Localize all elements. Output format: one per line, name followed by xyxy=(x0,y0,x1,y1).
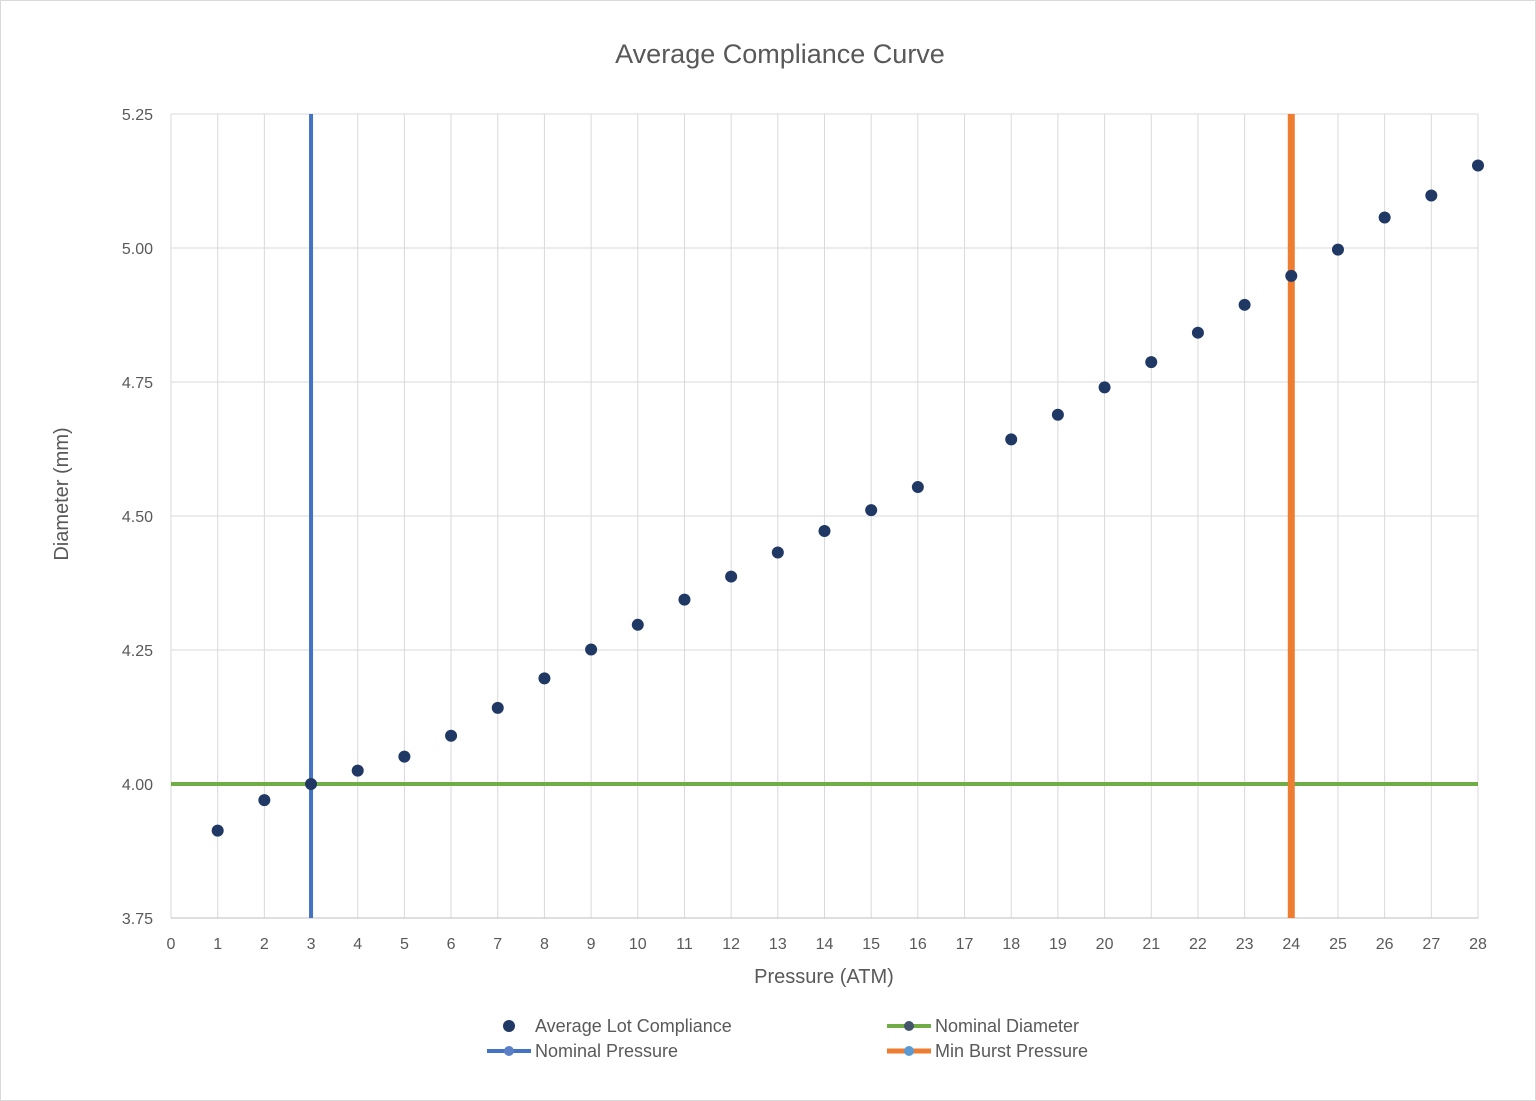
x-tick-label: 4 xyxy=(353,936,362,953)
data-point[interactable] xyxy=(911,481,924,494)
x-tick-label: 8 xyxy=(540,936,549,953)
data-point[interactable] xyxy=(1425,189,1438,202)
data-point[interactable] xyxy=(305,778,318,790)
y-axis-title: Diameter (mm) xyxy=(51,427,73,560)
x-tick-label: 22 xyxy=(1189,936,1207,953)
x-tick-label: 7 xyxy=(493,936,502,953)
data-point[interactable] xyxy=(351,764,364,777)
y-tick-label: 4.50 xyxy=(122,509,153,526)
data-point[interactable] xyxy=(1285,269,1298,282)
x-axis-title: Pressure (ATM) xyxy=(754,966,894,988)
gridlines xyxy=(170,113,1479,919)
y-tick-label: 4.75 xyxy=(122,375,153,392)
chart-title: Average Compliance Curve xyxy=(615,39,945,69)
data-point[interactable] xyxy=(585,643,598,656)
x-tick-label: 26 xyxy=(1376,936,1394,953)
x-tick-label: 5 xyxy=(400,936,409,953)
y-axis-ticks: 3.75 4.00 4.25 4.50 4.75 5.00 5.25 xyxy=(122,107,153,928)
legend-label: Min Burst Pressure xyxy=(935,1041,1088,1061)
x-tick-label: 1 xyxy=(213,936,222,953)
data-point[interactable] xyxy=(445,729,458,742)
x-tick-label: 19 xyxy=(1049,936,1067,953)
data-point[interactable] xyxy=(258,794,271,807)
legend-item-nominal-pressure[interactable]: Nominal Pressure xyxy=(487,1041,678,1061)
x-tick-label: 0 xyxy=(167,936,176,953)
y-tick-label: 5.25 xyxy=(122,107,153,124)
x-tick-label: 23 xyxy=(1236,936,1254,953)
x-tick-label: 15 xyxy=(862,936,880,953)
data-point[interactable] xyxy=(818,525,831,538)
x-tick-label: 20 xyxy=(1096,936,1114,953)
legend-label: Average Lot Compliance xyxy=(535,1016,732,1036)
y-tick-label: 4.25 xyxy=(122,643,153,660)
legend-marker xyxy=(904,1046,914,1056)
data-point[interactable] xyxy=(1005,433,1018,446)
x-tick-label: 3 xyxy=(307,936,316,953)
data-point[interactable] xyxy=(1238,298,1251,311)
legend-label: Nominal Pressure xyxy=(535,1041,678,1061)
data-point[interactable] xyxy=(1472,159,1484,172)
data-point[interactable] xyxy=(1098,381,1111,394)
y-tick-label: 3.75 xyxy=(122,911,153,928)
data-point[interactable] xyxy=(1051,408,1064,421)
data-point[interactable] xyxy=(865,504,878,517)
data-point[interactable] xyxy=(1378,211,1391,224)
x-tick-label: 11 xyxy=(676,936,693,953)
x-tick-label: 21 xyxy=(1142,936,1160,953)
x-tick-label: 14 xyxy=(816,936,834,953)
legend: Average Lot Compliance Nominal Diameter … xyxy=(487,1016,1088,1061)
x-tick-label: 17 xyxy=(956,936,974,953)
x-tick-label: 25 xyxy=(1329,936,1347,953)
data-points xyxy=(211,159,1484,837)
legend-item-average-lot-compliance[interactable]: Average Lot Compliance xyxy=(503,1016,732,1036)
x-tick-label: 28 xyxy=(1469,936,1487,953)
x-tick-label: 2 xyxy=(260,936,269,953)
legend-item-min-burst-pressure[interactable]: Min Burst Pressure xyxy=(887,1041,1088,1061)
data-point[interactable] xyxy=(491,701,504,714)
x-axis-ticks: 0 1 2 3 4 5 6 7 8 9 10 11 12 13 14 15 16 17 18 19 20 21 22 23 24… xyxy=(167,936,1487,953)
data-point[interactable] xyxy=(398,750,411,763)
x-tick-label: 9 xyxy=(587,936,596,953)
x-tick-label: 16 xyxy=(909,936,927,953)
legend-marker xyxy=(504,1046,514,1056)
y-tick-label: 4.00 xyxy=(122,777,153,794)
x-tick-label: 13 xyxy=(769,936,787,953)
y-tick-label: 5.00 xyxy=(122,241,153,258)
x-tick-label: 24 xyxy=(1282,936,1300,953)
data-point[interactable] xyxy=(725,570,738,583)
legend-marker-point xyxy=(503,1020,515,1032)
legend-marker xyxy=(904,1021,914,1031)
legend-label: Nominal Diameter xyxy=(935,1016,1079,1036)
data-point[interactable] xyxy=(678,593,691,606)
x-tick-label: 10 xyxy=(629,936,647,953)
x-tick-label: 12 xyxy=(722,936,740,953)
data-point[interactable] xyxy=(211,824,224,837)
legend-item-nominal-diameter[interactable]: Nominal Diameter xyxy=(887,1016,1079,1036)
data-point[interactable] xyxy=(631,618,644,631)
data-point[interactable] xyxy=(1331,243,1344,256)
data-point[interactable] xyxy=(771,546,784,559)
x-tick-label: 6 xyxy=(447,936,456,953)
x-tick-label: 27 xyxy=(1422,936,1440,953)
data-point[interactable] xyxy=(538,672,551,685)
x-tick-label: 18 xyxy=(1002,936,1020,953)
data-point[interactable] xyxy=(1191,326,1204,339)
data-point[interactable] xyxy=(1145,356,1158,369)
